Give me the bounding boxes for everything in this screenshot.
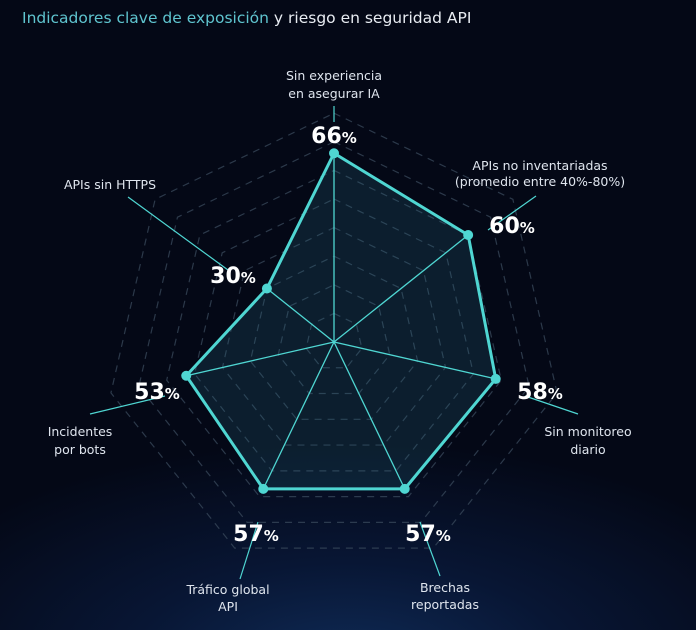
axis-spoke <box>266 287 335 343</box>
data-polygon <box>184 151 498 491</box>
data-point <box>181 370 192 381</box>
axis-label: diario <box>570 442 605 457</box>
axis-spoke <box>333 341 406 490</box>
data-label: 53% <box>134 380 180 405</box>
axis-label: en asegurar IA <box>288 86 380 101</box>
axis-label: reportadas <box>411 597 479 612</box>
data-label: 30% <box>210 264 256 289</box>
leader-line <box>89 395 166 415</box>
title-rest: y riesgo en seguridad API <box>269 9 472 27</box>
grid-ring <box>193 198 475 472</box>
grid-ring <box>249 255 419 420</box>
axis-spoke <box>186 341 335 377</box>
axis-label: Tráfico global <box>185 582 269 597</box>
grid-ring <box>305 312 363 369</box>
percent-sign: % <box>548 385 563 403</box>
axis-label: Incidentes <box>48 424 113 439</box>
axis-spoke <box>333 234 469 343</box>
axis-label: Brechas <box>420 580 470 595</box>
data-label: 60% <box>489 214 535 239</box>
axis-label: APIs sin HTTPS <box>64 177 156 192</box>
chart-title: Indicadores clave de exposición y riesgo… <box>22 9 471 27</box>
percent-sign: % <box>342 129 357 147</box>
axis-spoke <box>262 341 335 490</box>
data-point <box>490 373 501 384</box>
axis-spoke <box>333 341 496 380</box>
grid-ring <box>110 112 558 549</box>
axis-label: APIs no inventariadas <box>472 158 607 173</box>
percent-sign: % <box>264 527 279 545</box>
axis-label: por bots <box>54 442 106 457</box>
percent-sign: % <box>165 385 180 403</box>
data-label: 66% <box>311 124 357 149</box>
grid-ring <box>277 284 391 395</box>
data-label: 57% <box>233 522 279 547</box>
leader-line <box>127 196 229 271</box>
title-highlight: Indicadores clave de exposición <box>22 9 269 27</box>
leader-line <box>419 521 441 577</box>
data-point <box>399 483 410 494</box>
leader-line <box>524 395 579 415</box>
axis-label: (promedio entre 40%-80%) <box>455 174 625 189</box>
percent-sign: % <box>520 219 535 237</box>
data-point <box>329 148 339 159</box>
data-point <box>463 230 474 241</box>
percent-sign: % <box>241 269 256 287</box>
percent-sign: % <box>436 527 451 545</box>
data-point <box>261 283 272 294</box>
axis-label: Sin monitoreo <box>544 424 631 439</box>
axis-label: API <box>218 599 238 614</box>
axis-label: Sin experiencia <box>286 68 382 83</box>
data-point <box>258 483 269 494</box>
data-label: 57% <box>405 522 451 547</box>
leader-line <box>487 195 537 231</box>
leader-line <box>239 521 259 580</box>
data-label: 58% <box>517 380 563 405</box>
